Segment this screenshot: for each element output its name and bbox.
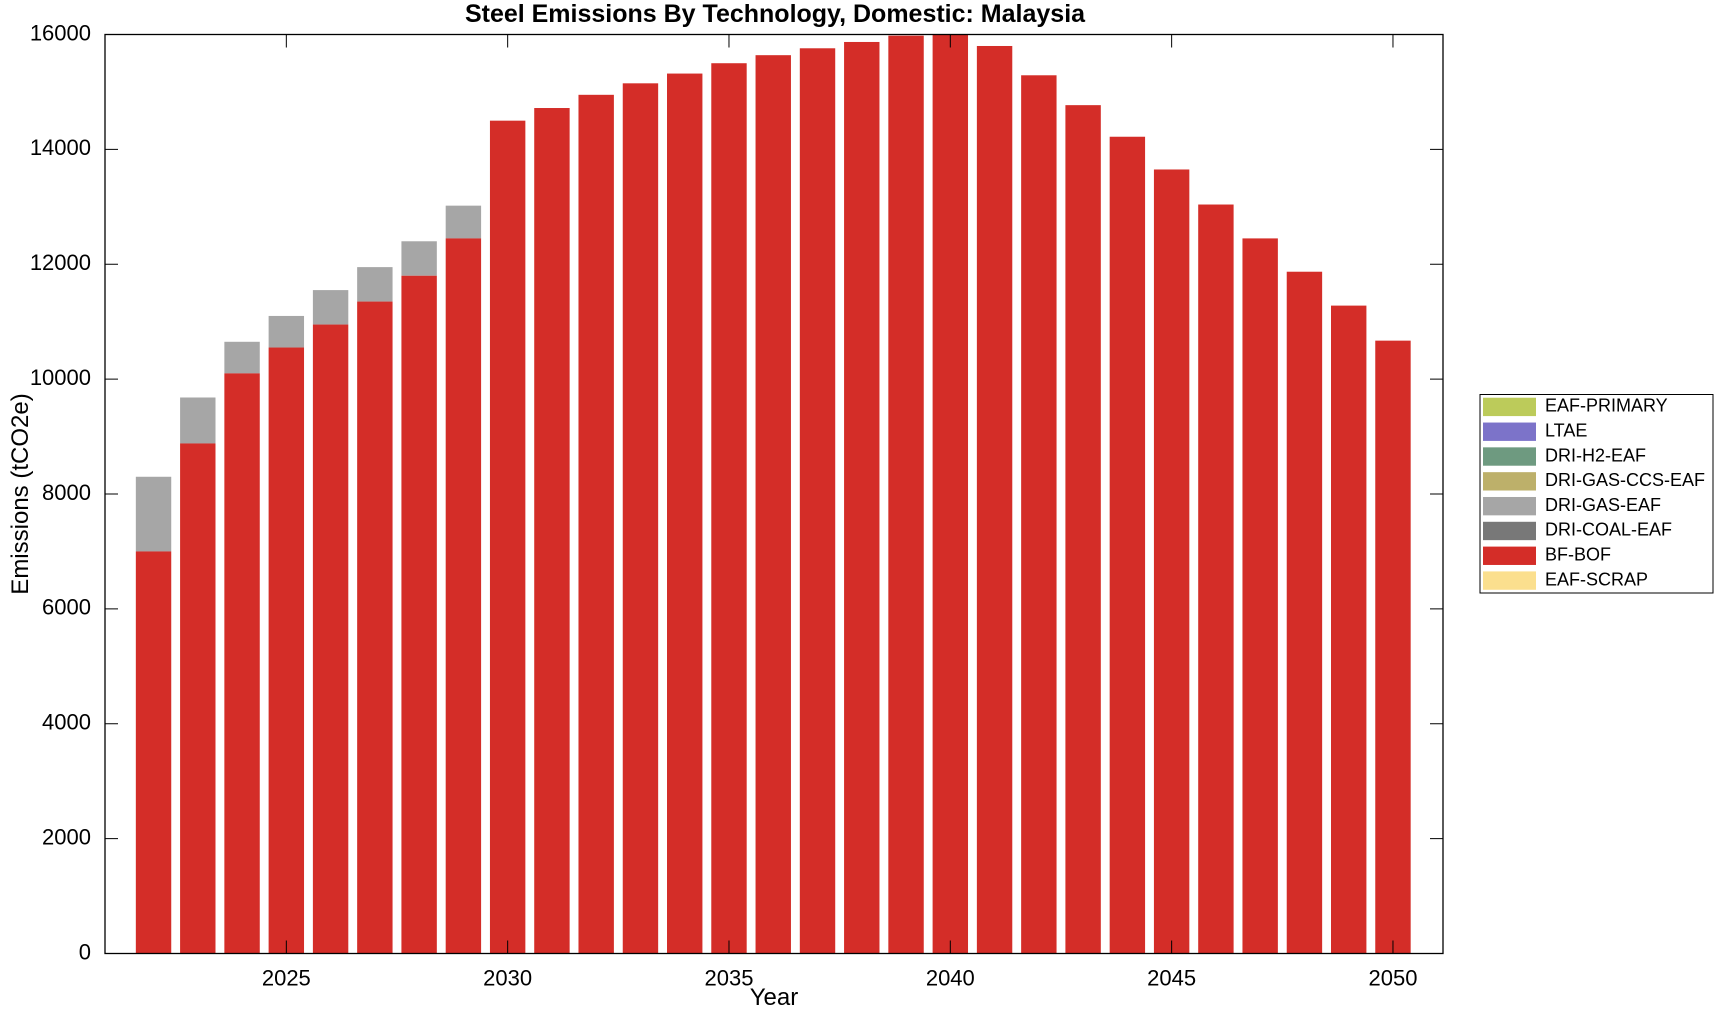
svg-text:EAF-SCRAP: EAF-SCRAP xyxy=(1545,569,1648,589)
svg-text:2030: 2030 xyxy=(483,966,532,991)
svg-text:2000: 2000 xyxy=(42,824,91,849)
svg-text:2040: 2040 xyxy=(926,966,975,991)
svg-text:2025: 2025 xyxy=(262,966,311,991)
svg-text:4000: 4000 xyxy=(42,710,91,735)
svg-text:2035: 2035 xyxy=(705,966,754,991)
svg-text:10000: 10000 xyxy=(30,365,91,390)
svg-text:DRI-COAL-EAF: DRI-COAL-EAF xyxy=(1545,520,1672,540)
svg-text:8000: 8000 xyxy=(42,480,91,505)
svg-text:BF-BOF: BF-BOF xyxy=(1545,545,1611,565)
svg-text:6000: 6000 xyxy=(42,595,91,620)
svg-text:Steel Emissions By Technology,: Steel Emissions By Technology, Domestic:… xyxy=(465,0,1086,28)
svg-text:0: 0 xyxy=(79,939,91,964)
svg-text:DRI-GAS-CCS-EAF: DRI-GAS-CCS-EAF xyxy=(1545,470,1705,490)
svg-text:Year: Year xyxy=(750,984,799,1011)
svg-text:12000: 12000 xyxy=(30,250,91,275)
svg-text:2045: 2045 xyxy=(1147,966,1196,991)
svg-text:EAF-PRIMARY: EAF-PRIMARY xyxy=(1545,396,1668,416)
svg-text:DRI-GAS-EAF: DRI-GAS-EAF xyxy=(1545,495,1661,515)
svg-text:2050: 2050 xyxy=(1368,966,1417,991)
svg-text:DRI-H2-EAF: DRI-H2-EAF xyxy=(1545,445,1646,465)
svg-text:14000: 14000 xyxy=(30,135,91,160)
svg-text:16000: 16000 xyxy=(30,20,91,45)
svg-text:LTAE: LTAE xyxy=(1545,420,1587,440)
svg-text:Emissions (tCO2e): Emissions (tCO2e) xyxy=(7,393,34,594)
